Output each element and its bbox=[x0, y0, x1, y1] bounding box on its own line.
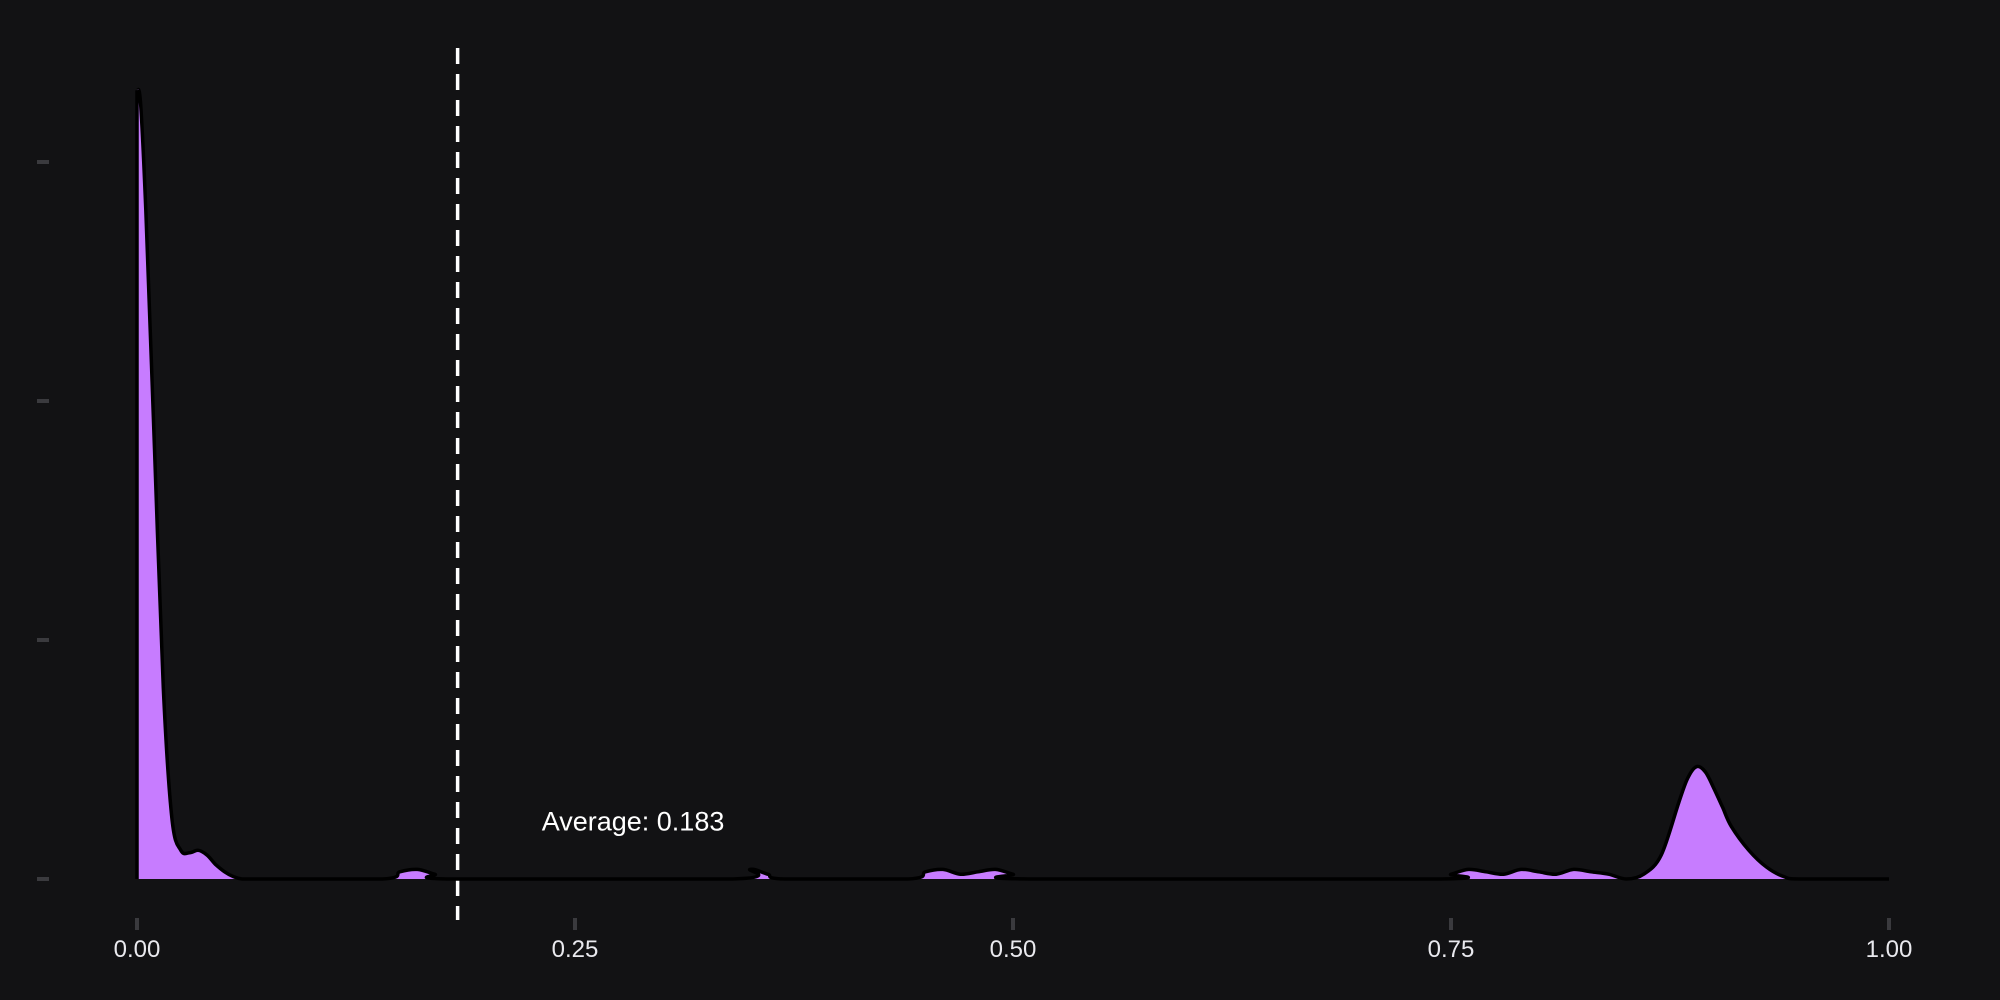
x-tick-label: 0.25 bbox=[552, 936, 599, 963]
y-axis bbox=[37, 160, 49, 881]
x-tick-label: 0.75 bbox=[1428, 936, 1475, 963]
x-tick-label: 1.00 bbox=[1866, 936, 1913, 963]
x-tick-label: 0.50 bbox=[990, 936, 1037, 963]
density-area bbox=[137, 89, 1889, 879]
average-annotation: Average: 0.183 bbox=[542, 807, 725, 837]
x-axis: 0.00 0.25 0.50 0.75 1.00 bbox=[114, 918, 1913, 963]
x-tick-label: 0.00 bbox=[114, 936, 161, 963]
density-curve bbox=[135, 87, 1889, 881]
